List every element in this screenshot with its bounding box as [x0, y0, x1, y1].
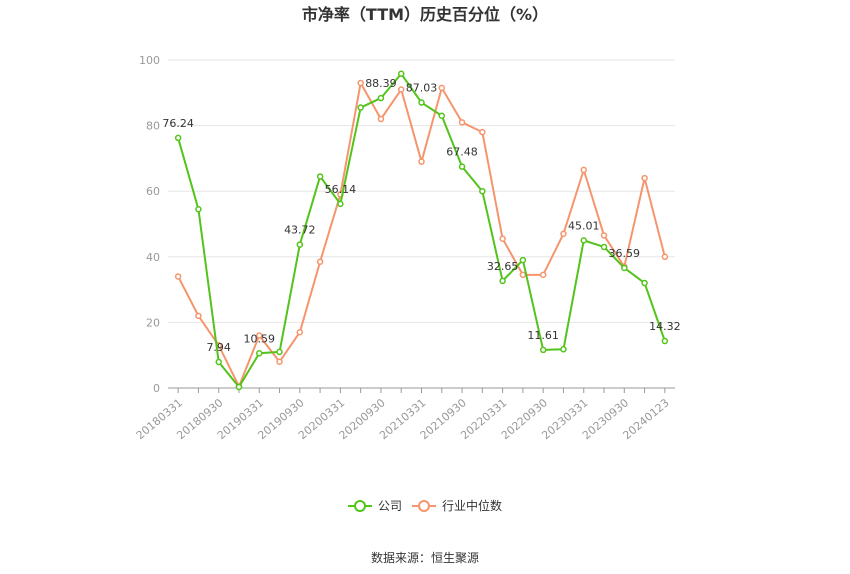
- y-tick-label: 100: [139, 54, 160, 67]
- legend-label: 行业中位数: [442, 498, 502, 513]
- data-point[interactable]: [276, 348, 283, 356]
- data-point[interactable]: [377, 115, 385, 123]
- legend-label: 公司: [378, 499, 402, 513]
- series-0: [174, 70, 669, 391]
- data-label: 76.24: [162, 117, 194, 130]
- data-point[interactable]: [195, 312, 202, 320]
- data-point[interactable]: [296, 328, 304, 336]
- data-point[interactable]: [519, 271, 527, 279]
- y-tick-label: 0: [153, 382, 160, 395]
- data-point[interactable]: [479, 128, 486, 136]
- data-point[interactable]: [174, 273, 182, 280]
- data-point[interactable]: [174, 134, 182, 142]
- data-point[interactable]: [418, 158, 425, 165]
- data-point[interactable]: [377, 94, 385, 102]
- data-point[interactable]: [580, 166, 587, 174]
- data-point[interactable]: [600, 243, 608, 251]
- data-point[interactable]: [661, 253, 669, 261]
- data-point[interactable]: [621, 264, 628, 272]
- data-point[interactable]: [235, 383, 243, 391]
- data-point[interactable]: [316, 258, 324, 265]
- series-layer: [174, 70, 669, 391]
- data-point[interactable]: [661, 337, 669, 345]
- data-source: 数据来源：恒生聚源: [371, 550, 479, 565]
- data-label: 88.39: [365, 77, 397, 90]
- data-point[interactable]: [337, 200, 344, 208]
- data-point[interactable]: [195, 205, 202, 213]
- data-point[interactable]: [438, 112, 446, 120]
- data-point[interactable]: [600, 232, 608, 239]
- data-point[interactable]: [499, 277, 506, 285]
- x-axis: 2018033120180930201903312019093020200331…: [134, 387, 675, 442]
- chart-title: 市净率（TTM）历史百分位（%）: [302, 5, 548, 24]
- data-label: 7.94: [206, 341, 231, 354]
- data-point[interactable]: [539, 346, 547, 354]
- data-point[interactable]: [479, 187, 486, 195]
- y-tick-label: 20: [146, 316, 160, 329]
- data-labels: 76.24 7.94 10.59 43.72 56.14 88.39 87.03 67.48 3…: [162, 77, 680, 354]
- y-tick-label: 80: [146, 120, 160, 133]
- data-point[interactable]: [458, 119, 466, 126]
- grid: [168, 59, 675, 323]
- legend-item-0[interactable]: 公司: [348, 499, 402, 513]
- legend-item-1[interactable]: 行业中位数: [412, 498, 502, 513]
- legend[interactable]: 公司 行业中位数: [348, 498, 502, 513]
- legend-marker: [354, 500, 366, 512]
- y-axis: 0 20 40 60 80 100: [139, 54, 160, 395]
- data-point[interactable]: [296, 241, 304, 248]
- data-label: 32.65: [487, 260, 519, 273]
- data-label: 87.03: [406, 82, 438, 95]
- data-point[interactable]: [256, 332, 263, 339]
- data-point[interactable]: [397, 70, 405, 78]
- data-point[interactable]: [499, 235, 506, 243]
- data-label: 11.61: [527, 329, 559, 342]
- y-tick-label: 60: [146, 185, 160, 198]
- data-point[interactable]: [560, 230, 567, 238]
- data-point[interactable]: [539, 271, 547, 279]
- data-label: 14.32: [649, 320, 681, 333]
- data-label: 10.59: [244, 332, 276, 345]
- data-label: 43.72: [284, 224, 316, 237]
- legend-marker: [418, 500, 430, 512]
- data-point[interactable]: [560, 346, 567, 353]
- data-point[interactable]: [357, 104, 364, 111]
- data-point[interactable]: [397, 86, 405, 93]
- data-point[interactable]: [276, 358, 283, 366]
- data-point[interactable]: [418, 99, 425, 106]
- data-point[interactable]: [357, 79, 364, 87]
- data-point[interactable]: [458, 163, 466, 170]
- data-point[interactable]: [316, 173, 324, 180]
- y-tick-label: 40: [146, 251, 160, 264]
- data-point[interactable]: [641, 279, 648, 287]
- data-label: 45.01: [568, 219, 600, 232]
- data-label: 67.48: [446, 146, 478, 159]
- data-point[interactable]: [641, 174, 648, 182]
- data-point[interactable]: [215, 358, 222, 366]
- data-point[interactable]: [519, 256, 527, 264]
- data-label: 36.59: [609, 247, 641, 260]
- data-point[interactable]: [438, 84, 446, 92]
- data-point[interactable]: [256, 350, 263, 357]
- data-label: 56.14: [325, 183, 357, 196]
- data-point[interactable]: [580, 237, 587, 244]
